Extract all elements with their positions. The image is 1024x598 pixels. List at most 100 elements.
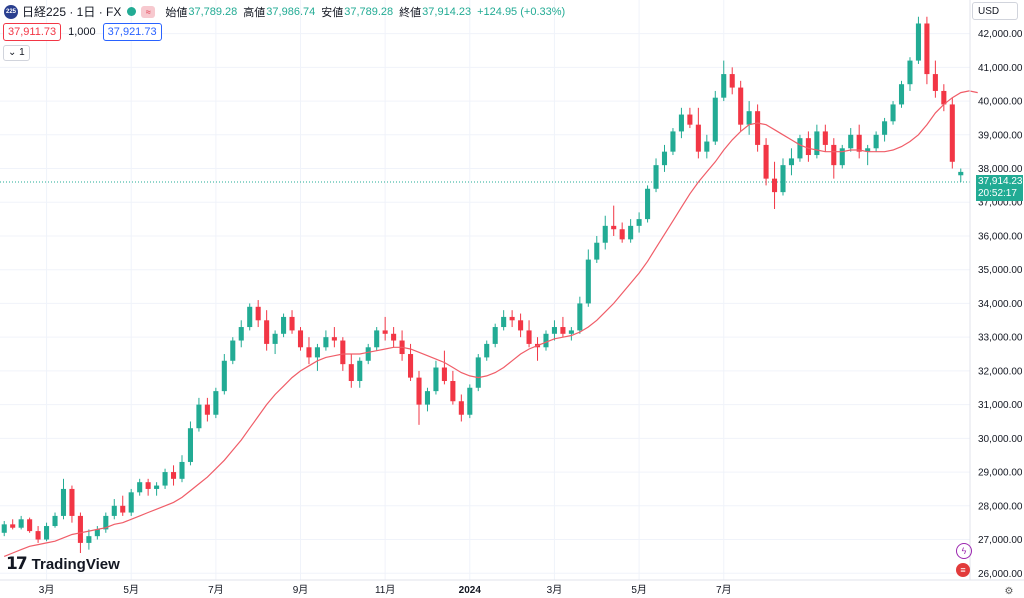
candle-body [882,121,888,135]
candle-body [932,74,938,91]
price-tick-label: 27,000.00 [978,535,1023,546]
chevron-down-icon: ⌄ [8,47,17,58]
current-price-value: 37,914.23 [978,176,1023,187]
candle-body [1,524,7,533]
candle-body [577,303,583,331]
price-axis[interactable]: 42,000.00 41,000.00 40,000.00 39,000.00 38,0… [978,29,1023,580]
sell-button[interactable]: 37,911.73 [3,23,62,41]
candle-body [678,114,684,132]
candle-body [111,505,117,516]
candle-body [780,165,786,193]
time-tick-label: 9月 [293,584,309,596]
candle-body [797,138,803,159]
price-tick-label: 35,000.00 [978,265,1023,276]
candle-body [585,259,591,304]
symbol-title[interactable]: 日経225 · 1日 · FX [22,5,122,19]
time-tick-label: 3月 [547,584,563,596]
currency-selector[interactable]: USD [972,2,1018,20]
candle-body [941,90,947,105]
data-source-icon[interactable]: ≈ [141,5,156,18]
candle-body [509,316,515,321]
time-tick-label: 2024 [459,585,482,596]
indicator-count: 1 [19,47,25,58]
price-tick-label: 30,000.00 [978,434,1023,445]
price-tick-label: 26,000.00 [978,569,1023,580]
candle-body [424,391,431,405]
time-tick-label: 5月 [631,584,647,596]
candle-body [568,330,574,334]
candle-body [788,158,795,166]
candle-body [340,340,346,365]
candle-body [179,461,185,479]
candle-body [18,519,24,528]
us-flag-icon[interactable]: ≡ [956,563,970,577]
trade-panel: 37,911.73 1,000 37,921.73 [3,23,162,41]
candle-body [128,492,134,513]
candle-body [416,377,422,405]
candles [1,16,964,554]
candle-body [77,515,83,543]
candle-body [772,178,778,193]
low-value: 37,789.28 [344,5,394,18]
time-tick-label: 3月 [39,584,55,596]
candle-body [408,354,414,378]
candle-body [492,327,498,344]
tradingview-logo[interactable]: 17 TradingView [6,554,120,574]
candle-body [865,148,871,152]
candle-body [551,327,557,334]
candle-body [297,330,304,348]
price-tick-label: 33,000.00 [978,333,1023,344]
price-tick-label: 41,000.00 [978,63,1023,74]
time-tick-label: 11月 [375,584,395,596]
candle-body [949,104,955,162]
candle-body [890,104,896,122]
price-tick-label: 39,000.00 [978,130,1023,141]
candle-body [374,330,380,348]
candle-body [475,357,481,388]
gear-icon[interactable]: ⚙ [1004,585,1014,597]
candle-body [543,333,549,348]
collapse-indicators-button[interactable]: ⌄ 1 [3,45,30,61]
price-tick-label: 32,000.00 [978,366,1023,377]
price-tick-label: 38,000.00 [978,164,1023,175]
candle-body [10,524,16,528]
high-value: 37,986.74 [266,5,316,18]
market-status-icon[interactable] [127,7,137,16]
candle-body [602,225,608,243]
quantity-value[interactable]: 1,000 [68,26,96,38]
candle-body [238,327,244,341]
candle-body [204,404,210,415]
candle-body [314,347,320,358]
candle-body [35,531,41,540]
time-axis[interactable]: 3月 5月 7月 9月 11月 2024 3月 5月 7月 [39,584,732,596]
candle-body [831,144,837,166]
price-tick-label: 37,000.00 [978,198,1023,209]
candle-body [628,225,634,240]
candle-body [712,97,718,142]
candle-body [69,488,75,516]
price-tick-label: 40,000.00 [978,97,1023,108]
candle-body [357,360,363,382]
candle-body [594,242,600,260]
candle-body [52,515,58,527]
price-tick-label: 28,000.00 [978,501,1023,512]
candle-body [323,337,329,348]
high-label: 高値 [243,6,266,19]
candle-body [645,188,651,220]
candle-body [145,482,151,489]
candle-body [162,472,168,486]
candle-body [196,404,202,429]
buy-button[interactable]: 37,921.73 [102,23,162,41]
candle-body [458,401,464,415]
candle-body [695,124,701,152]
candle-body [120,505,126,513]
candle-body [873,134,879,149]
candle-body [839,148,845,166]
close-label: 終値 [399,6,422,19]
candle-body [348,364,354,382]
lightning-icon[interactable]: ϟ [956,543,972,559]
candle-body [636,219,642,226]
candle-body [560,327,566,334]
candle-body [365,347,371,361]
